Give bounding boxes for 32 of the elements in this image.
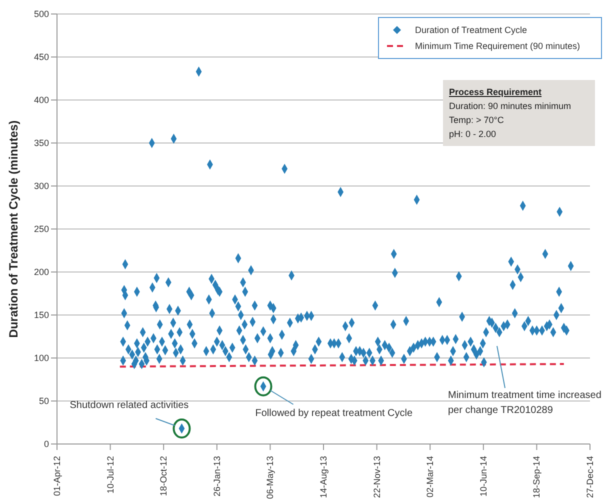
y-tick-label: 50 — [38, 396, 49, 406]
x-tick-label: 14-Aug-13 — [318, 456, 328, 498]
y-tick-label: 0 — [44, 439, 49, 450]
annotation: Process Requirement — [449, 86, 543, 99]
x-tick-label: 01-Apr-12 — [52, 456, 62, 496]
annotation: Shutdown related activities — [70, 398, 190, 413]
x-tick-label: 18-Sep-14 — [532, 456, 542, 498]
y-tick-label: 450 — [34, 52, 49, 62]
annotation: Followed by repeat treatment Cycle — [255, 408, 413, 420]
y-tick-label: 150 — [34, 310, 49, 320]
y-tick-label: 100 — [34, 353, 49, 364]
x-tick-label: 06-May-13 — [265, 456, 276, 500]
x-tick-label: 18-Oct-12 — [158, 456, 169, 496]
x-tick-label: 02-Mar-14 — [425, 456, 436, 498]
annotation: Temp: > 70°C — [449, 114, 505, 127]
x-tick-label: 26-Jan-13 — [212, 456, 222, 497]
annotation: Duration: 90 minutes minimum — [449, 100, 572, 113]
annotation: pH: 0 - 2.00 — [449, 128, 498, 141]
y-tick-label: 400 — [34, 95, 49, 106]
y-tick-label: 350 — [34, 138, 49, 148]
y-tick-label: 500 — [34, 9, 49, 20]
x-tick-label: 22-Nov-13 — [372, 456, 382, 498]
x-tick-label: 27-Dec-14 — [585, 456, 595, 498]
y-tick-label: 250 — [34, 224, 49, 234]
x-tick-label: 10-Jul-12 — [105, 456, 116, 494]
y-tick-label: 200 — [34, 267, 49, 278]
y-axis-title: Duration of Treatment Cycle (minutes) — [6, 120, 20, 338]
y-tick-label: 300 — [34, 181, 49, 192]
annotation: Minimum treatment time increased per change TR2010289 — [448, 389, 602, 418]
legend-label: Minimum Time Requirement (90 minutes) — [415, 41, 580, 51]
legend-label: Duration of Treatment Cycle — [415, 25, 528, 35]
x-tick-label: 10-Jun-14 — [478, 456, 488, 497]
